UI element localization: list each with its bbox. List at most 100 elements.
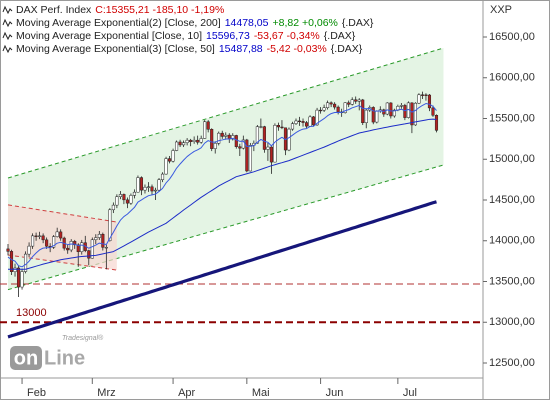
candle-body (392, 109, 396, 117)
candle-body (139, 177, 144, 191)
legend-value: 15596,73 (206, 30, 250, 42)
candle-body (241, 139, 245, 149)
x-tick-label: Mrz (97, 387, 115, 399)
candle-body (329, 102, 333, 105)
candle-body (280, 126, 284, 129)
ema-line (7, 103, 437, 268)
candle-body (115, 196, 119, 206)
candle-body (146, 186, 151, 188)
candle-body (66, 247, 70, 251)
candle-body (304, 122, 309, 127)
horizontal-line-label: 13000 (16, 307, 47, 319)
legend-entry: Moving Average Exponential(3) [Close, 50… (16, 43, 363, 55)
candle-body (224, 134, 228, 137)
legend-icon (2, 18, 13, 28)
candle-body (245, 139, 249, 172)
candle-body (347, 102, 351, 105)
source-label: XXP (490, 4, 512, 16)
candle-body (322, 107, 326, 111)
candle-body (231, 135, 235, 140)
candle-body (315, 109, 319, 126)
candle-body (27, 245, 31, 255)
x-tick-label: Mai (252, 387, 270, 399)
candle-body (301, 121, 305, 123)
legend-icon (2, 31, 13, 41)
candle-body (297, 120, 302, 122)
candle-body (269, 146, 273, 163)
candle-body (326, 102, 330, 108)
x-tick-label: Jul (403, 387, 417, 399)
candle-body (354, 99, 358, 102)
candle-body (294, 120, 298, 124)
legend-icon (2, 5, 13, 15)
candle-body (168, 158, 172, 162)
legend-symbol: {.DAX} (342, 17, 374, 29)
candle-body (69, 241, 73, 251)
candle-body (364, 109, 368, 123)
candle-body (164, 158, 168, 175)
candle-body (157, 179, 161, 191)
candle-body (336, 106, 340, 113)
candle-body (343, 102, 347, 113)
candle-body (375, 110, 379, 123)
candle-body (153, 189, 158, 192)
candle-body (111, 204, 115, 211)
logo-box-text: on (14, 347, 38, 369)
candle-body (76, 244, 80, 253)
logo-big: Line (44, 347, 85, 369)
candle-body (13, 267, 17, 272)
candle-body (20, 271, 24, 288)
candle-body (38, 235, 42, 237)
candle-body (210, 129, 214, 149)
candle-body (262, 126, 266, 150)
legend-icon (2, 44, 13, 54)
candle-body (45, 239, 49, 247)
candle-body (175, 141, 179, 151)
candle-body (189, 139, 193, 142)
candle-body (259, 126, 263, 128)
candle-body (206, 121, 210, 130)
candle-body (143, 186, 147, 191)
candle-body (266, 146, 270, 150)
candle-body (333, 103, 337, 108)
x-tick-label: Feb (27, 387, 46, 399)
candle-body (255, 126, 259, 144)
candle-body (199, 138, 203, 143)
candle-body (203, 121, 207, 139)
candle-body (319, 109, 323, 112)
ema-line (7, 200, 437, 339)
y-tick-label: 13000,00 (489, 316, 535, 328)
legend-value: 14478,05 (225, 17, 269, 29)
trend-channel-upper (7, 47, 444, 179)
candle-body (217, 132, 221, 144)
candle-body (16, 267, 21, 288)
legend-name: Moving Average Exponential(2) [Close, 20… (16, 17, 221, 29)
candle-body (420, 94, 424, 96)
candle-body (389, 102, 393, 117)
candle-body (403, 105, 407, 118)
candle-body (41, 235, 45, 241)
candle-body (399, 105, 403, 107)
candle-body (276, 125, 280, 128)
candle-body (431, 107, 435, 116)
candle-body (125, 199, 129, 204)
logo-box (10, 346, 42, 370)
y-tick-label: 13500,00 (489, 275, 535, 287)
candle-body (385, 102, 389, 115)
candle-body (220, 132, 224, 137)
candle-body (136, 177, 140, 193)
candle-body (31, 235, 35, 247)
candle-body (80, 242, 84, 253)
legend-change: -53,67 -0,34% (254, 30, 320, 42)
candle-body (371, 107, 375, 123)
candle-body (52, 236, 56, 248)
candle-body (182, 142, 186, 146)
triangle-zone-upper (7, 204, 117, 223)
legend-name: Moving Average Exponential(3) [Close, 50… (16, 43, 215, 55)
candle-body (196, 139, 200, 143)
legend-entry: DAX Perf. Index C:15355,21 -185,10 -1,19% (16, 4, 224, 16)
candle-body (185, 139, 189, 143)
candle-body (150, 186, 154, 192)
candle-body (213, 143, 217, 149)
candle-body (129, 195, 133, 204)
